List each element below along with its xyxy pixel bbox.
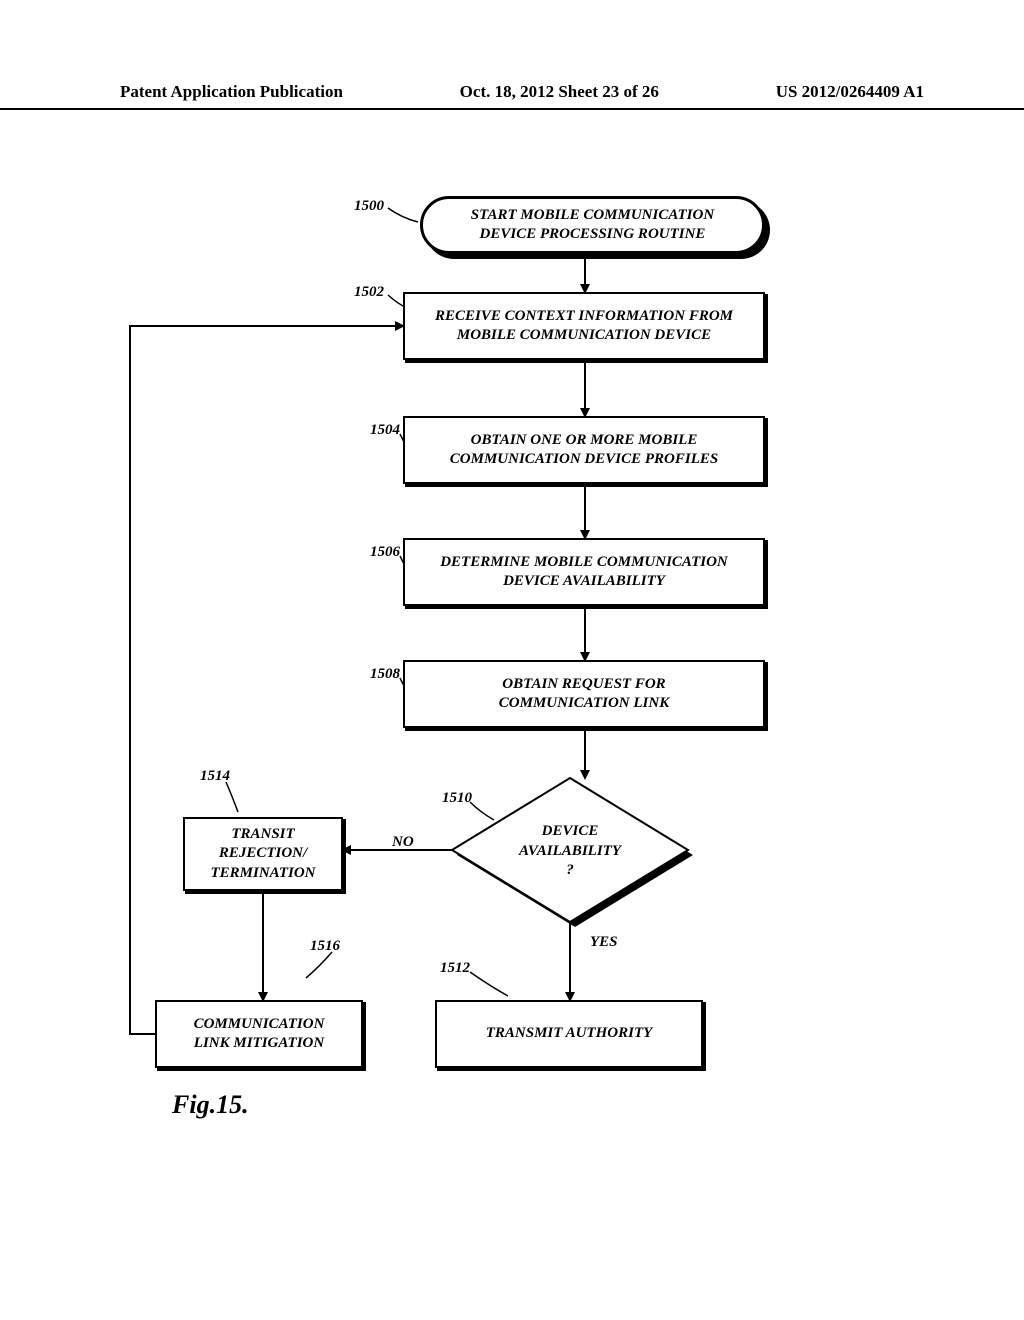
ref-1508: 1508: [370, 666, 400, 683]
figure-label: Fig.15.: [172, 1090, 249, 1120]
box-1502-text: RECEIVE CONTEXT INFORMATION FROM MOBILE …: [435, 307, 733, 346]
box-1516: COMMUNICATION LINK MITIGATION: [155, 1000, 363, 1068]
ref-1514: 1514: [200, 768, 230, 785]
box-1502: RECEIVE CONTEXT INFORMATION FROM MOBILE …: [403, 292, 765, 360]
box-1506: DETERMINE MOBILE COMMUNICATION DEVICE AV…: [403, 538, 765, 606]
box-1506-text: DETERMINE MOBILE COMMUNICATION DEVICE AV…: [440, 553, 728, 592]
decision-text-span: DEVICE AVAILABILITY ?: [519, 823, 621, 878]
box-1514: TRANSIT REJECTION/ TERMINATION: [183, 817, 343, 891]
edge-label-no: NO: [392, 834, 414, 851]
box-1512-text: TRANSMIT AUTHORITY: [486, 1024, 653, 1044]
box-1512: TRANSMIT AUTHORITY: [435, 1000, 703, 1068]
edge-label-yes: YES: [590, 934, 618, 951]
box-1516-text: COMMUNICATION LINK MITIGATION: [194, 1015, 325, 1054]
decision-text: DEVICE AVAILABILITY ?: [490, 822, 650, 881]
start-terminator: START MOBILE COMMUNICATION DEVICE PROCES…: [420, 196, 765, 254]
box-1514-text: TRANSIT REJECTION/ TERMINATION: [210, 825, 315, 884]
ref-1502: 1502: [354, 284, 384, 301]
ref-1512: 1512: [440, 960, 470, 977]
start-text: START MOBILE COMMUNICATION DEVICE PROCES…: [471, 206, 714, 245]
ref-1510: 1510: [442, 790, 472, 807]
box-1504: OBTAIN ONE OR MORE MOBILE COMMUNICATION …: [403, 416, 765, 484]
ref-1500: 1500: [354, 198, 384, 215]
ref-1506: 1506: [370, 544, 400, 561]
ref-1516: 1516: [310, 938, 340, 955]
box-1508: OBTAIN REQUEST FOR COMMUNICATION LINK: [403, 660, 765, 728]
box-1504-text: OBTAIN ONE OR MORE MOBILE COMMUNICATION …: [450, 431, 718, 470]
ref-1504: 1504: [370, 422, 400, 439]
box-1508-text: OBTAIN REQUEST FOR COMMUNICATION LINK: [499, 675, 669, 714]
